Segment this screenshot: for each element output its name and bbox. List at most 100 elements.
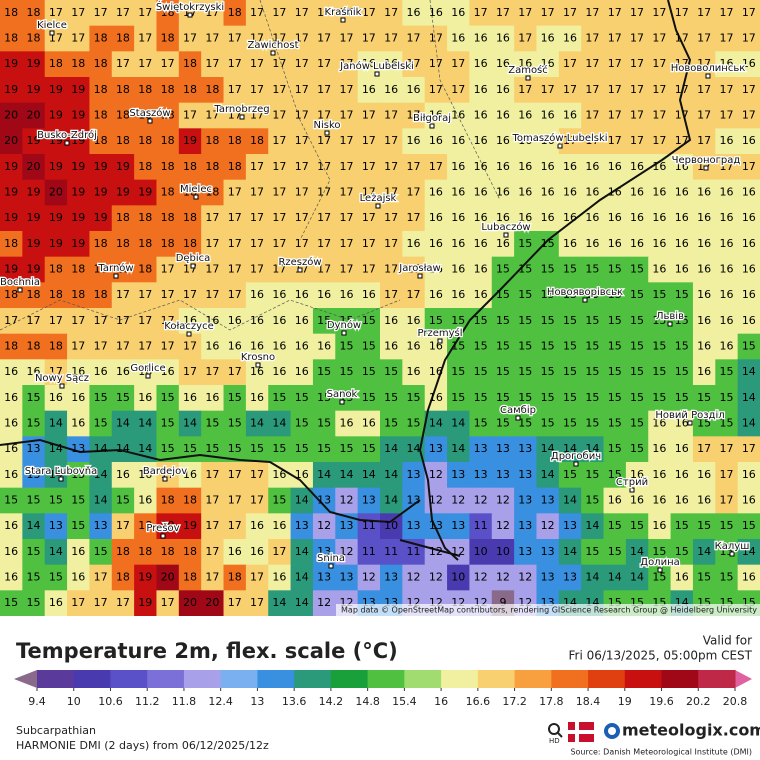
temp-value: 14 — [49, 545, 63, 558]
admin-borders — [0, 0, 501, 331]
temp-value: 16 — [429, 237, 443, 250]
temp-cell — [268, 385, 292, 412]
temp-value: 16 — [652, 519, 666, 532]
temp-value: 17 — [451, 57, 465, 70]
temp-cell — [268, 0, 292, 27]
temp-cell — [67, 77, 90, 104]
temp-value: 16 — [429, 186, 443, 199]
city-label: Kielce — [37, 20, 67, 31]
temp-value: 15 — [608, 263, 622, 276]
city-label: Tarnów — [97, 262, 133, 274]
temp-cell — [380, 359, 403, 386]
temp-value: 10 — [384, 519, 398, 532]
temp-cell — [156, 564, 180, 591]
temp-value: 16 — [474, 109, 488, 122]
temp-value: 17 — [407, 211, 421, 224]
temp-cell — [22, 487, 46, 514]
temp-value: 17 — [407, 288, 421, 301]
temp-cell — [67, 179, 90, 206]
temp-cell — [223, 513, 247, 540]
temp-cell — [134, 410, 157, 437]
temp-cell — [692, 487, 716, 514]
temp-cell — [357, 282, 381, 309]
temp-value: 16 — [742, 571, 756, 584]
temp-value: 17 — [295, 186, 309, 199]
temp-cell — [581, 308, 605, 335]
temp-cell — [514, 359, 537, 386]
temp-value: 16 — [630, 468, 644, 481]
temp-cell — [134, 256, 157, 283]
temp-cell — [268, 487, 292, 514]
logo[interactable] — [604, 723, 620, 739]
search-icon[interactable] — [548, 723, 563, 738]
temp-value: 17 — [71, 314, 85, 327]
temp-cell — [290, 231, 314, 258]
temp-cell — [22, 410, 46, 437]
temp-cell — [111, 462, 135, 489]
temp-value: 16 — [563, 211, 577, 224]
temp-cell — [268, 410, 292, 437]
temp-value: 15 — [675, 519, 689, 532]
temp-cell — [491, 128, 515, 155]
temp-value: 18 — [228, 571, 242, 584]
temp-cell — [178, 564, 202, 591]
temp-value: 16 — [339, 288, 353, 301]
temp-value: 16 — [742, 314, 756, 327]
temp-value: 16 — [49, 391, 63, 404]
brand[interactable]: meteologix.com — [622, 721, 760, 740]
temp-cell — [223, 359, 247, 386]
temp-cell — [0, 51, 23, 78]
flag-denmark — [568, 722, 594, 742]
temp-cell — [335, 179, 359, 206]
temp-value: 17 — [384, 134, 398, 147]
temp-value: 10 — [496, 545, 510, 558]
temp-value: 18 — [138, 160, 152, 173]
temp-value: 16 — [652, 211, 666, 224]
temp-value: 12 — [474, 571, 488, 584]
temp-cell — [447, 0, 470, 27]
temp-value: 16 — [161, 365, 175, 378]
temp-cell — [581, 359, 605, 386]
temp-cell — [156, 102, 180, 129]
temp-value: 18 — [116, 571, 130, 584]
temp-value: 18 — [228, 160, 242, 173]
temp-cell — [245, 0, 269, 27]
temp-cell — [312, 590, 336, 617]
temp-cell — [424, 128, 448, 155]
temp-cell — [558, 282, 582, 309]
temp-value: 16 — [429, 391, 443, 404]
temp-value: 15 — [608, 417, 622, 430]
temp-cell — [469, 385, 493, 412]
temp-value: 16 — [451, 134, 465, 147]
temp-value: 17 — [697, 134, 711, 147]
temp-value: 18 — [4, 6, 18, 19]
temp-value: 18 — [183, 57, 197, 70]
temp-cell — [201, 77, 225, 104]
temp-cell — [447, 333, 470, 360]
city-label: Kołaczyce — [164, 321, 213, 332]
temp-value: 17 — [250, 596, 264, 609]
temp-value: 15 — [161, 442, 175, 455]
temp-cell — [178, 128, 202, 155]
temp-cell — [692, 539, 716, 566]
temp-value: 14 — [295, 494, 309, 507]
temp-value: 15 — [27, 391, 41, 404]
temp-value: 15 — [518, 391, 532, 404]
temp-value: 18 — [161, 6, 175, 19]
temp-cell — [424, 359, 448, 386]
temp-value: 15 — [719, 391, 733, 404]
temp-cell — [290, 539, 314, 566]
temp-value: 15 — [585, 340, 599, 353]
temp-cell — [268, 513, 292, 540]
borders — [0, 0, 692, 561]
temp-value: 17 — [742, 6, 756, 19]
temp-cell — [469, 231, 493, 258]
temp-value: 16 — [630, 494, 644, 507]
temp-cell — [447, 154, 470, 181]
temp-cell — [335, 231, 359, 258]
temp-value: 17 — [94, 340, 108, 353]
temp-cell — [514, 102, 537, 129]
legend-tick-label: 10 — [67, 695, 81, 708]
temp-value: 17 — [295, 83, 309, 96]
temp-value: 17 — [317, 160, 331, 173]
